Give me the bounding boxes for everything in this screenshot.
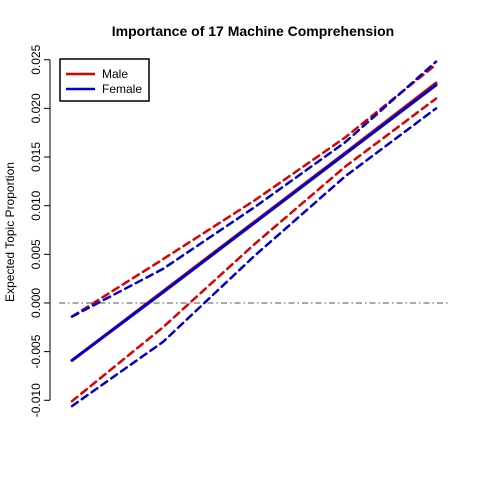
- y-tick-label: 0.015: [29, 142, 43, 172]
- series-line-female-ci-lower: [70, 107, 438, 408]
- y-tick-label: 0.025: [29, 44, 43, 74]
- plot-area: [59, 60, 450, 408]
- y-ticks: -0.010 -0.005 0.000 0.005 0.010 0.015 0.020 0.0…: [29, 44, 50, 417]
- legend-label-male: Male: [102, 67, 128, 81]
- y-tick-label: 0.010: [29, 190, 43, 220]
- y-tick-label: 0.000: [29, 288, 43, 318]
- y-tick-label: 0.005: [29, 239, 43, 269]
- y-axis-label: Expected Topic Proportion: [3, 162, 17, 302]
- y-tick-label: 0.020: [29, 93, 43, 123]
- chart-title: Importance of 17 Machine Comprehension: [112, 23, 394, 39]
- series-line-female-estimate: [70, 83, 438, 362]
- series-line-female-ci-upper: [70, 60, 438, 318]
- legend-box: [59, 58, 150, 102]
- y-axis: -0.010 -0.005 0.000 0.005 0.010 0.015 0.020 0.0…: [29, 44, 51, 417]
- series-line-male-ci-lower: [70, 97, 438, 403]
- series-layer: [70, 60, 438, 408]
- y-tick-label: -0.010: [29, 383, 43, 417]
- legend: Male Female: [59, 58, 150, 102]
- legend-label-female: Female: [102, 82, 142, 96]
- y-tick-label: -0.005: [29, 334, 43, 368]
- series-line-male-ci-upper: [70, 63, 438, 318]
